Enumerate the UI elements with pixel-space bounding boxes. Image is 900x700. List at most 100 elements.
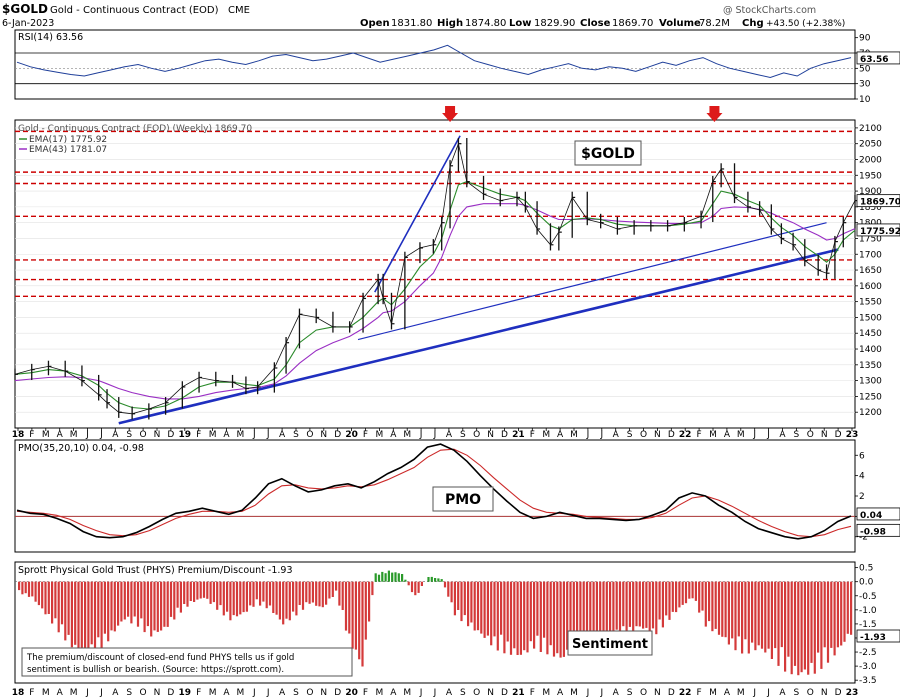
phys-bar <box>846 581 849 634</box>
ema43-legend: EMA(43) 1781.07 <box>29 145 107 155</box>
x-tick-label-bottom: O <box>473 688 480 698</box>
x-tick-label-bottom: M <box>237 688 245 698</box>
phys-bar <box>533 581 536 649</box>
phys-bar <box>381 571 384 582</box>
phys-y-tick-label: -2.5 <box>859 648 877 658</box>
x-tick-label-top: M <box>403 430 411 440</box>
open-value: 1831.80 <box>391 18 432 29</box>
phys-y-tick-label: 0.0 <box>859 578 874 588</box>
phys-title: Sprott Physical Gold Trust (PHYS) Premiu… <box>18 565 293 576</box>
phys-bar <box>797 581 800 676</box>
x-tick-label-top: D <box>334 430 341 440</box>
phys-bar <box>549 581 552 646</box>
x-tick-label-top: S <box>460 430 466 440</box>
price-y-tick-label: 1650 <box>859 266 882 276</box>
ema17-legend: EMA(17) 1775.92 <box>29 135 107 145</box>
phys-bar <box>648 581 651 635</box>
phys-bar <box>490 581 493 646</box>
x-tick-label-bottom: D <box>167 688 174 698</box>
phys-bar <box>100 581 103 651</box>
phys-bar <box>163 581 166 627</box>
phys-bar <box>457 581 460 610</box>
x-tick-label-bottom: M <box>542 688 550 698</box>
phys-bar <box>321 581 324 608</box>
phys-bar <box>509 581 513 655</box>
price-legend: Gold - Continuous Contract (EOD) (Weekly… <box>18 124 252 155</box>
x-tick-label-top: S <box>293 430 299 440</box>
phys-bar <box>774 581 777 649</box>
x-tick-label-bottom: F <box>363 688 368 698</box>
phys-bar <box>754 581 757 651</box>
x-tick-label-top: J <box>766 430 770 440</box>
ema-value-tag-box <box>856 223 900 237</box>
x-tick-label-bottom: J <box>599 688 603 698</box>
phys-bar <box>757 581 760 646</box>
price-y-tick-label: 1950 <box>859 171 882 181</box>
exchange: CME <box>228 5 250 16</box>
phys-bar <box>387 570 390 582</box>
phys-bar <box>272 581 275 613</box>
phys-bar <box>790 581 793 675</box>
ema-value-tag-text: 1775.92 <box>860 227 900 237</box>
x-axis-bottom: 18 F M A M J J A S O N D 19 F M A M J J A S O N D 20 F M A M J J A S O N D 2… <box>12 688 859 698</box>
x-tick-label-bottom: F <box>530 688 535 698</box>
phys-bar <box>255 581 258 600</box>
phys-bar <box>420 581 423 586</box>
phys-bar <box>315 581 318 606</box>
rsi-value-tag-text: 63.56 <box>860 55 888 65</box>
phys-bar <box>496 581 499 651</box>
phys-bar <box>282 581 285 625</box>
phys-bar <box>24 581 27 594</box>
phys-bar <box>612 581 615 643</box>
phys-bar <box>150 581 153 637</box>
phys-bar <box>278 581 281 620</box>
low-label: Low <box>509 18 531 29</box>
x-tick-label-bottom: S <box>794 688 800 698</box>
phys-bar <box>80 581 83 654</box>
phys-bar <box>618 581 622 641</box>
phys-bar <box>833 581 836 656</box>
sentiment-annotation-box: Sentiment <box>567 630 653 656</box>
x-tick-label-top: 18 <box>12 430 25 440</box>
x-tick-label-bottom: M <box>570 688 578 698</box>
phys-bar <box>351 581 354 649</box>
phys-bar <box>193 581 196 602</box>
price-layer: 2100205020001950190018501800175017001650… <box>14 106 900 425</box>
phys-bar <box>34 581 37 602</box>
phys-bar <box>493 581 496 637</box>
phys-bar <box>226 581 229 612</box>
phys-bar <box>113 581 116 632</box>
ema-value-tag: 1775.92 <box>856 223 900 237</box>
phys-bar <box>602 581 605 644</box>
phys-bar <box>153 581 156 631</box>
phys-bar <box>559 581 562 658</box>
close-label: Close <box>580 18 611 29</box>
phys-bar <box>751 581 754 643</box>
phys-bar <box>239 581 242 615</box>
x-tick-label-bottom: A <box>223 688 230 698</box>
open-label: Open <box>360 18 390 29</box>
last-price-tag-box <box>856 194 900 208</box>
x-tick-label-top: N <box>821 430 828 440</box>
ema43-line <box>14 203 856 400</box>
phys-bar <box>60 581 64 625</box>
price-y-tick-label: 1400 <box>859 345 882 355</box>
last-price-tag: 1869.70 <box>856 194 900 208</box>
x-tick-label-top: S <box>794 430 800 440</box>
phys-bar <box>127 581 130 617</box>
pmo-signal-tag-box <box>856 523 900 537</box>
pmo-value-tag: 0.04 <box>856 507 900 521</box>
phys-bar <box>27 581 31 597</box>
rsi-value-tag: 63.56 <box>856 51 900 65</box>
x-tick-label-bottom: F <box>196 688 201 698</box>
x-tick-label-top: A <box>223 430 230 440</box>
rsi-value-tag-box <box>856 51 900 65</box>
phys-bar <box>384 573 387 582</box>
x-tick-label-top: A <box>779 430 786 440</box>
x-tick-label-bottom: N <box>821 688 828 698</box>
phys-bar <box>671 581 674 612</box>
x-tick-label-top: 21 <box>512 430 525 440</box>
phys-bar <box>698 581 701 613</box>
x-tick-label-bottom: M <box>42 688 50 698</box>
x-tick-label-bottom: D <box>835 688 842 698</box>
